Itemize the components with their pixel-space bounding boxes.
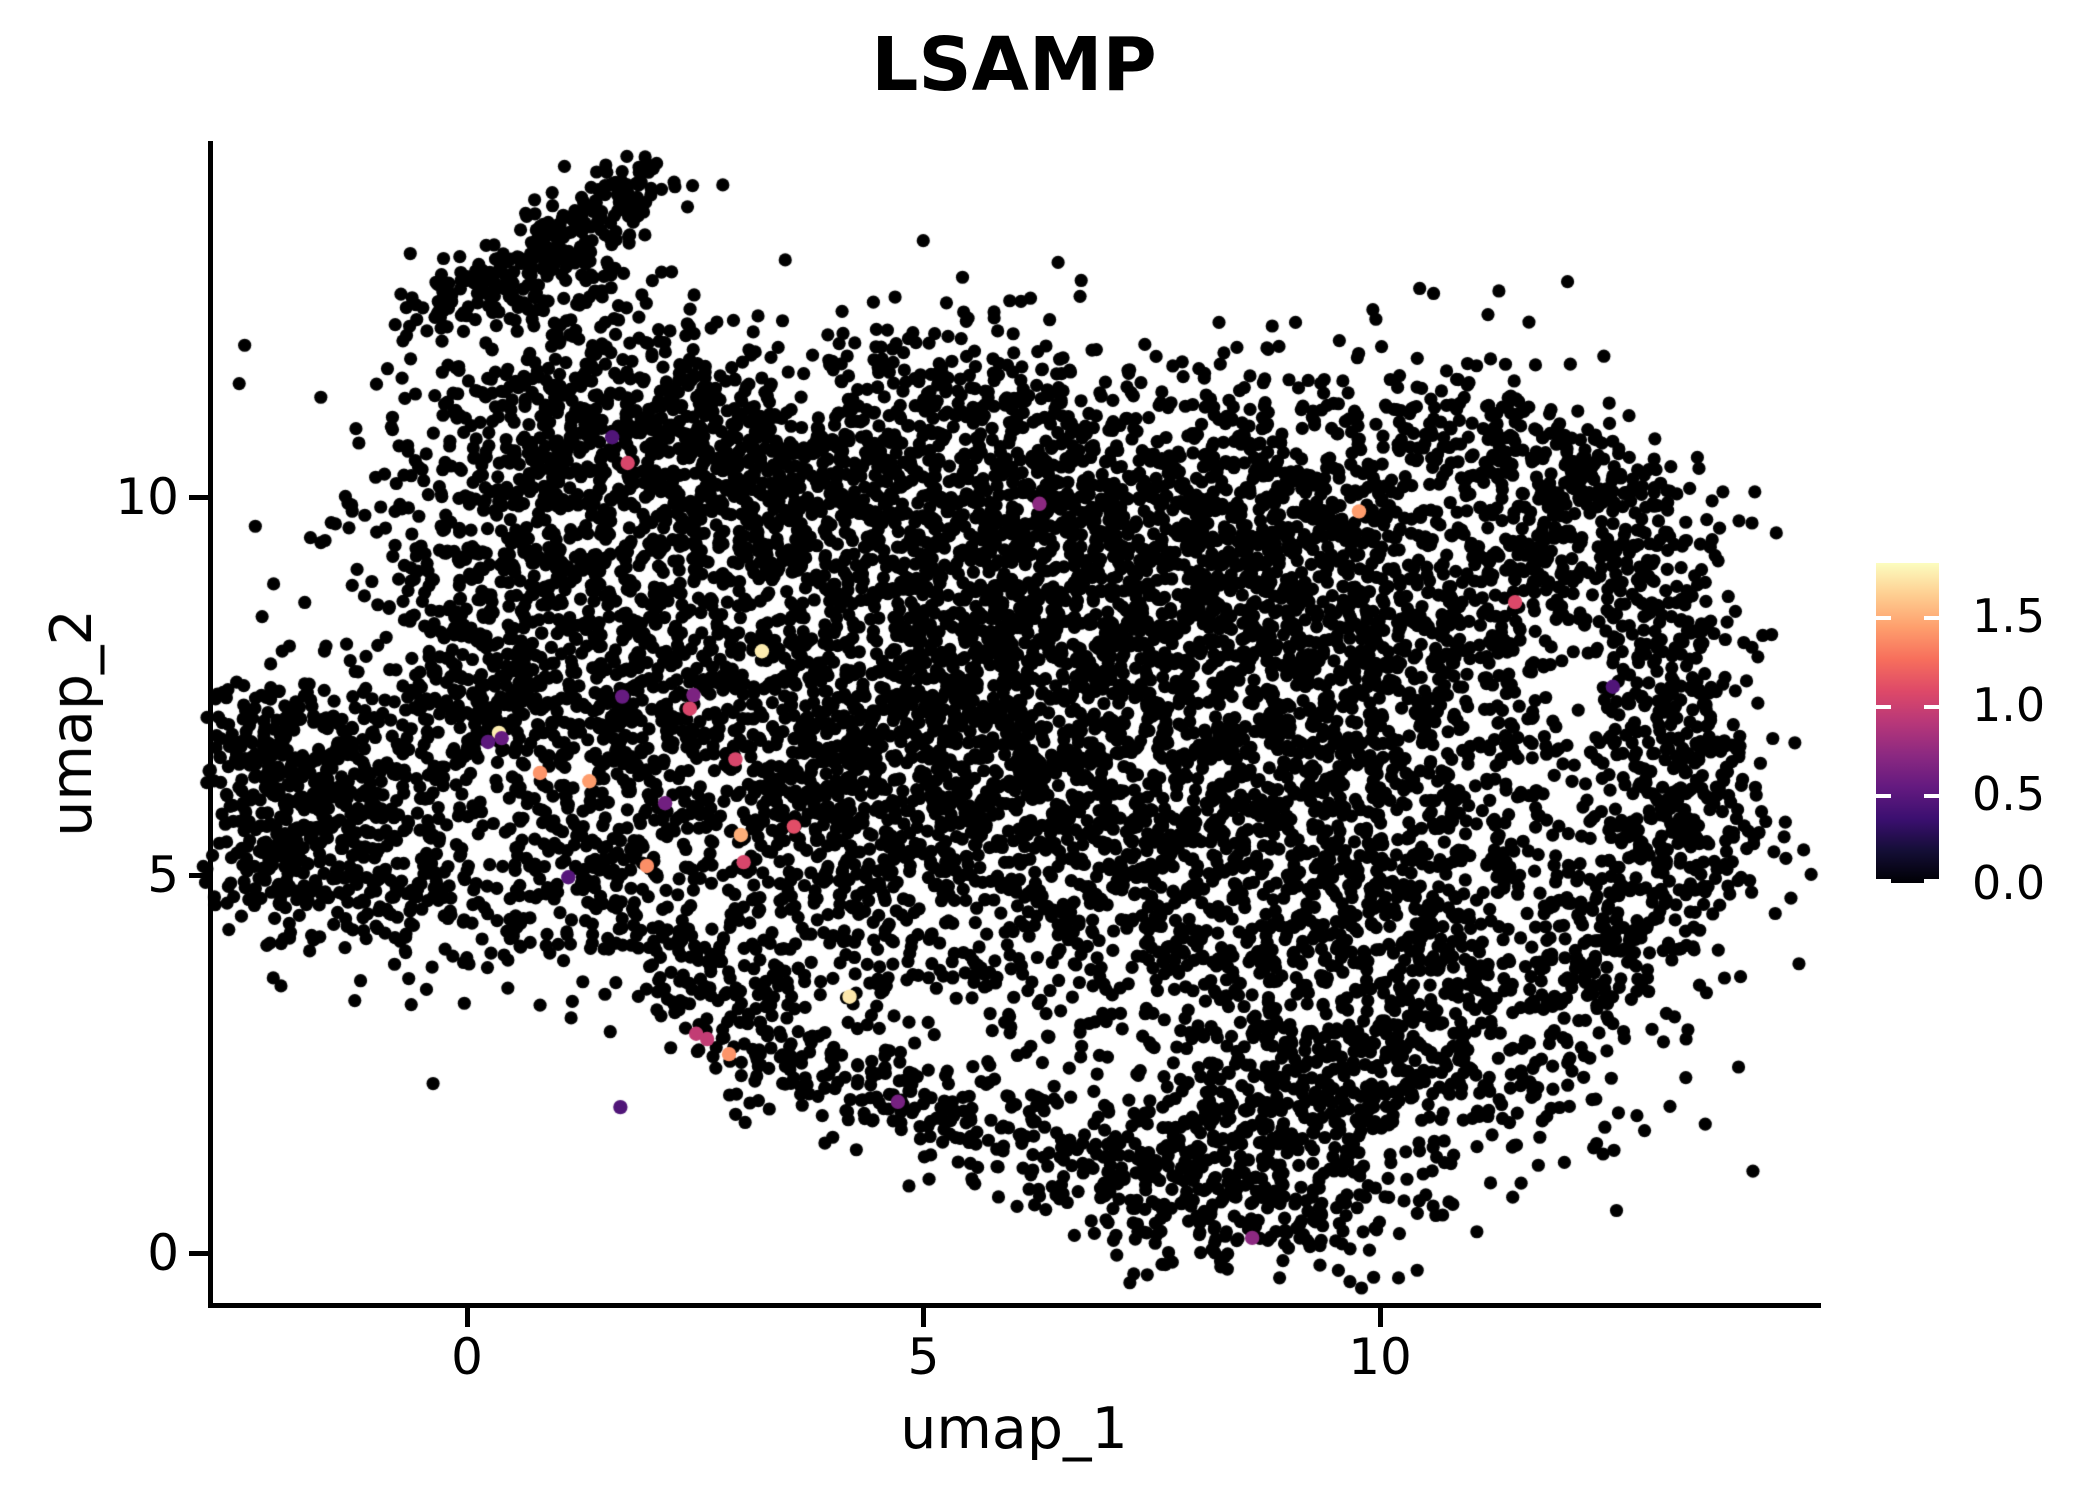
y-tick-label: 10 — [115, 468, 179, 526]
colorbar-tick-mark — [1876, 879, 1891, 883]
colorbar-tick-mark — [1876, 616, 1891, 621]
y-tick-mark — [189, 1250, 208, 1256]
x-axis-line — [208, 1303, 1821, 1308]
colorbar-tick-mark — [1924, 794, 1939, 799]
x-tick-label: 10 — [1348, 1328, 1412, 1386]
chart-title: LSAMP — [871, 22, 1157, 108]
colorbar-tick-mark — [1924, 616, 1939, 621]
y-tick-label: 0 — [147, 1224, 179, 1282]
x-tick-mark — [464, 1308, 470, 1327]
y-axis-line — [208, 141, 213, 1308]
x-axis-title: umap_1 — [900, 1396, 1128, 1462]
colorbar-tick-label: 0.5 — [1972, 767, 2046, 822]
colorbar-tick-label: 0.0 — [1972, 856, 2046, 910]
colorbar-gradient — [1876, 563, 1939, 883]
colorbar-tick-mark — [1924, 705, 1939, 710]
x-tick-mark — [921, 1308, 926, 1327]
colorbar-tick-mark — [1876, 794, 1891, 799]
colorbar-tick-label: 1.5 — [1972, 589, 2046, 644]
y-axis-title: umap_2 — [39, 609, 105, 837]
y-tick-mark — [189, 872, 208, 878]
colorbar-tick-mark — [1876, 705, 1891, 710]
y-tick-label: 5 — [147, 846, 179, 904]
y-tick-mark — [189, 494, 208, 500]
x-tick-mark — [1377, 1308, 1383, 1327]
x-tick-label: 0 — [451, 1328, 483, 1386]
colorbar-tick-label: 1.0 — [1972, 678, 2046, 733]
x-tick-label: 5 — [907, 1328, 940, 1386]
colorbar-tick-mark — [1924, 879, 1939, 883]
